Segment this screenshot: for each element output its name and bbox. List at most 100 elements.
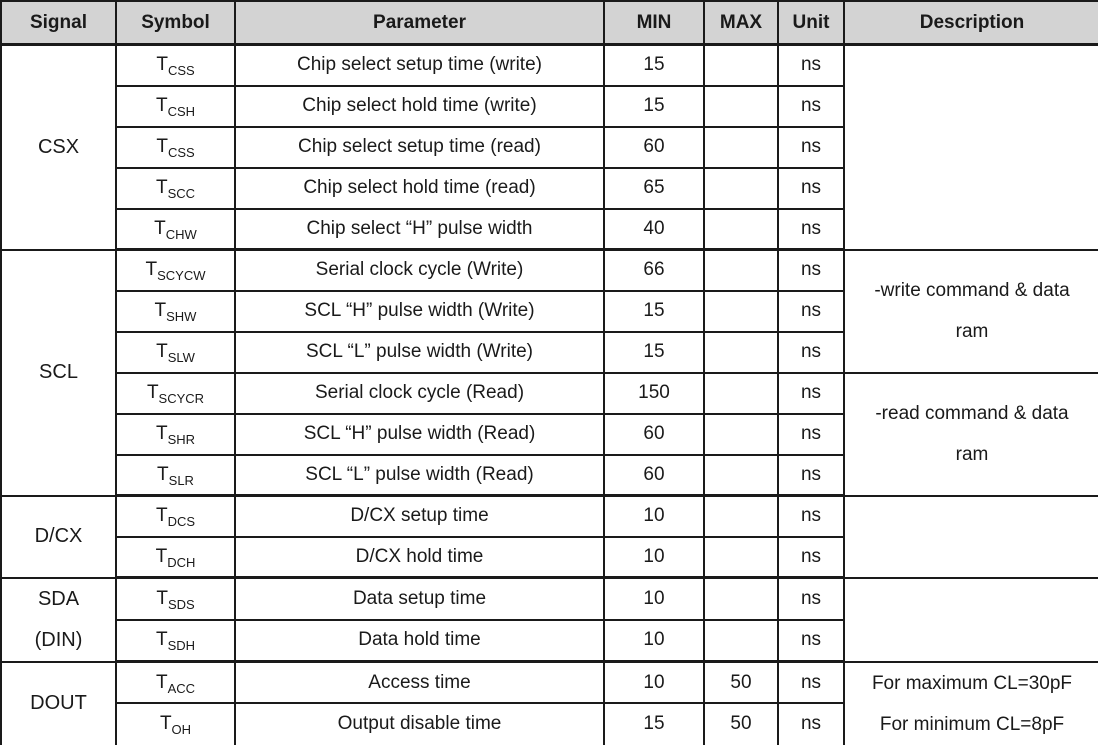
- unit-cell: ns: [777, 702, 845, 745]
- min-cell: 66: [603, 248, 705, 292]
- symbol-cell: TSDH: [115, 618, 236, 663]
- min-cell: 15: [603, 702, 705, 745]
- description-line: For maximum CL=30pF: [871, 672, 1073, 694]
- parameter-cell: SCL “H” pulse width (Write): [234, 289, 605, 333]
- symbol-cell: TDCS: [115, 494, 236, 538]
- symbol-subscript: ACC: [167, 680, 196, 696]
- parameter-cell: Chip select setup time (read): [234, 125, 605, 169]
- parameter-cell: Serial clock cycle (Write): [234, 248, 605, 292]
- symbol-base: T: [155, 545, 168, 567]
- unit-cell: ns: [777, 125, 845, 169]
- unit-cell: ns: [777, 453, 845, 497]
- description-cell-dout: For maximum CL=30pF For minimum CL=8pF: [843, 660, 1098, 745]
- symbol-cell: TSDS: [115, 576, 236, 621]
- unit-cell: ns: [777, 84, 845, 128]
- min-cell: 15: [603, 330, 705, 374]
- symbol-subscript: CSS: [167, 144, 195, 160]
- min-cell: 65: [603, 166, 705, 210]
- symbol-subscript: SCC: [167, 185, 196, 201]
- max-cell: [703, 207, 779, 251]
- description-line: ram: [955, 444, 989, 465]
- signal-cell-scl: SCL: [0, 248, 117, 497]
- description-cell-scl-write: -write command & data ram: [843, 248, 1098, 374]
- signal-cell-dcx: D/CX: [0, 494, 117, 579]
- signal-line: (DIN): [34, 628, 83, 651]
- max-cell: [703, 453, 779, 497]
- unit-cell: ns: [777, 576, 845, 621]
- unit-cell: ns: [777, 535, 845, 579]
- symbol-cell: TSLR: [115, 453, 236, 497]
- table-row: TSLW SCL “L” pulse width (Write) 15 ns: [1, 330, 1098, 374]
- max-cell: 50: [703, 702, 779, 745]
- parameter-cell: Chip select “H” pulse width: [234, 207, 605, 251]
- description-line: For minimum CL=8pF: [879, 713, 1065, 735]
- symbol-subscript: SHW: [166, 308, 197, 324]
- parameter-cell: Chip select setup time (write): [234, 43, 605, 87]
- symbol-base: T: [159, 713, 172, 735]
- unit-cell: ns: [777, 207, 845, 251]
- column-header-max: MAX: [703, 0, 779, 46]
- symbol-base: T: [154, 300, 167, 321]
- symbol-cell: TSLW: [115, 330, 236, 374]
- min-cell: 10: [603, 660, 705, 704]
- symbol-base: T: [156, 136, 168, 157]
- table-row: TSCYCR Serial clock cycle (Read) 150 ns …: [1, 371, 1098, 497]
- unit-cell: ns: [777, 43, 845, 87]
- symbol-cell: TSHR: [115, 412, 236, 456]
- symbol-subscript: SDS: [167, 596, 195, 612]
- symbol-subscript: SLW: [167, 349, 195, 365]
- column-header-unit: Unit: [777, 0, 845, 46]
- min-cell: 60: [603, 412, 705, 456]
- parameter-cell: Chip select hold time (read): [234, 166, 605, 210]
- symbol-base: T: [155, 505, 168, 527]
- parameter-cell: Serial clock cycle (Read): [234, 371, 605, 415]
- parameter-cell: Data hold time: [234, 618, 605, 663]
- table-row: TDCH D/CX hold time 10 ns: [1, 535, 1098, 579]
- table-row: CSX TCSS Chip select setup time (write) …: [0, 43, 1098, 251]
- symbol-subscript: DCH: [167, 554, 196, 570]
- symbol-subscript: CHW: [165, 226, 197, 242]
- max-cell: [703, 371, 779, 415]
- symbol-cell: TOH: [115, 702, 236, 745]
- description-cell-csx: [843, 43, 1098, 251]
- symbol-base: T: [155, 95, 168, 116]
- max-cell: [703, 330, 779, 374]
- column-header-symbol: Symbol: [115, 0, 236, 46]
- table-row: TSCC Chip select hold time (read) 65 ns: [1, 166, 1098, 210]
- symbol-cell: TSCYCW: [115, 248, 236, 292]
- unit-cell: ns: [777, 166, 845, 210]
- symbol-cell: TSCC: [115, 166, 236, 210]
- min-cell: 40: [603, 207, 705, 251]
- parameter-cell: D/CX setup time: [234, 494, 605, 538]
- description-line: ram: [955, 321, 989, 342]
- max-cell: [703, 535, 779, 579]
- parameter-cell: SCL “L” pulse width (Read): [234, 453, 605, 497]
- min-cell: 15: [603, 84, 705, 128]
- symbol-cell: TACC: [115, 660, 236, 704]
- signal-cell-dout: DOUT: [0, 660, 117, 745]
- parameter-cell: SCL “H” pulse width (Read): [234, 412, 605, 456]
- symbol-base: T: [145, 259, 158, 281]
- symbol-cell: TCSS: [115, 125, 236, 169]
- signal-cell-csx: CSX: [0, 43, 117, 251]
- symbol-subscript: OH: [171, 722, 192, 738]
- unit-cell: ns: [777, 494, 845, 538]
- table-row: TCHW Chip select “H” pulse width 40 ns: [1, 207, 1098, 251]
- max-cell: [703, 289, 779, 333]
- table-row: TCSS Chip select setup time (read) 60 ns: [1, 125, 1098, 169]
- table-row: D/CX TDCS D/CX setup time 10 ns: [0, 494, 1098, 579]
- max-cell: [703, 494, 779, 538]
- min-cell: 10: [603, 618, 705, 663]
- table-row: TSDH Data hold time 10 ns: [1, 618, 1098, 663]
- max-cell: [703, 84, 779, 128]
- max-cell: 50: [703, 660, 779, 704]
- symbol-cell: TCSH: [115, 84, 236, 128]
- signal-line: SDA: [37, 587, 80, 610]
- unit-cell: ns: [777, 618, 845, 663]
- description-line: -read command & data: [875, 403, 1069, 424]
- parameter-cell: Data setup time: [234, 576, 605, 621]
- symbol-subscript: SDH: [167, 638, 196, 654]
- table-row: SCL TSCYCW Serial clock cycle (Write) 66…: [0, 248, 1098, 497]
- symbol-cell: TCSS: [115, 43, 236, 87]
